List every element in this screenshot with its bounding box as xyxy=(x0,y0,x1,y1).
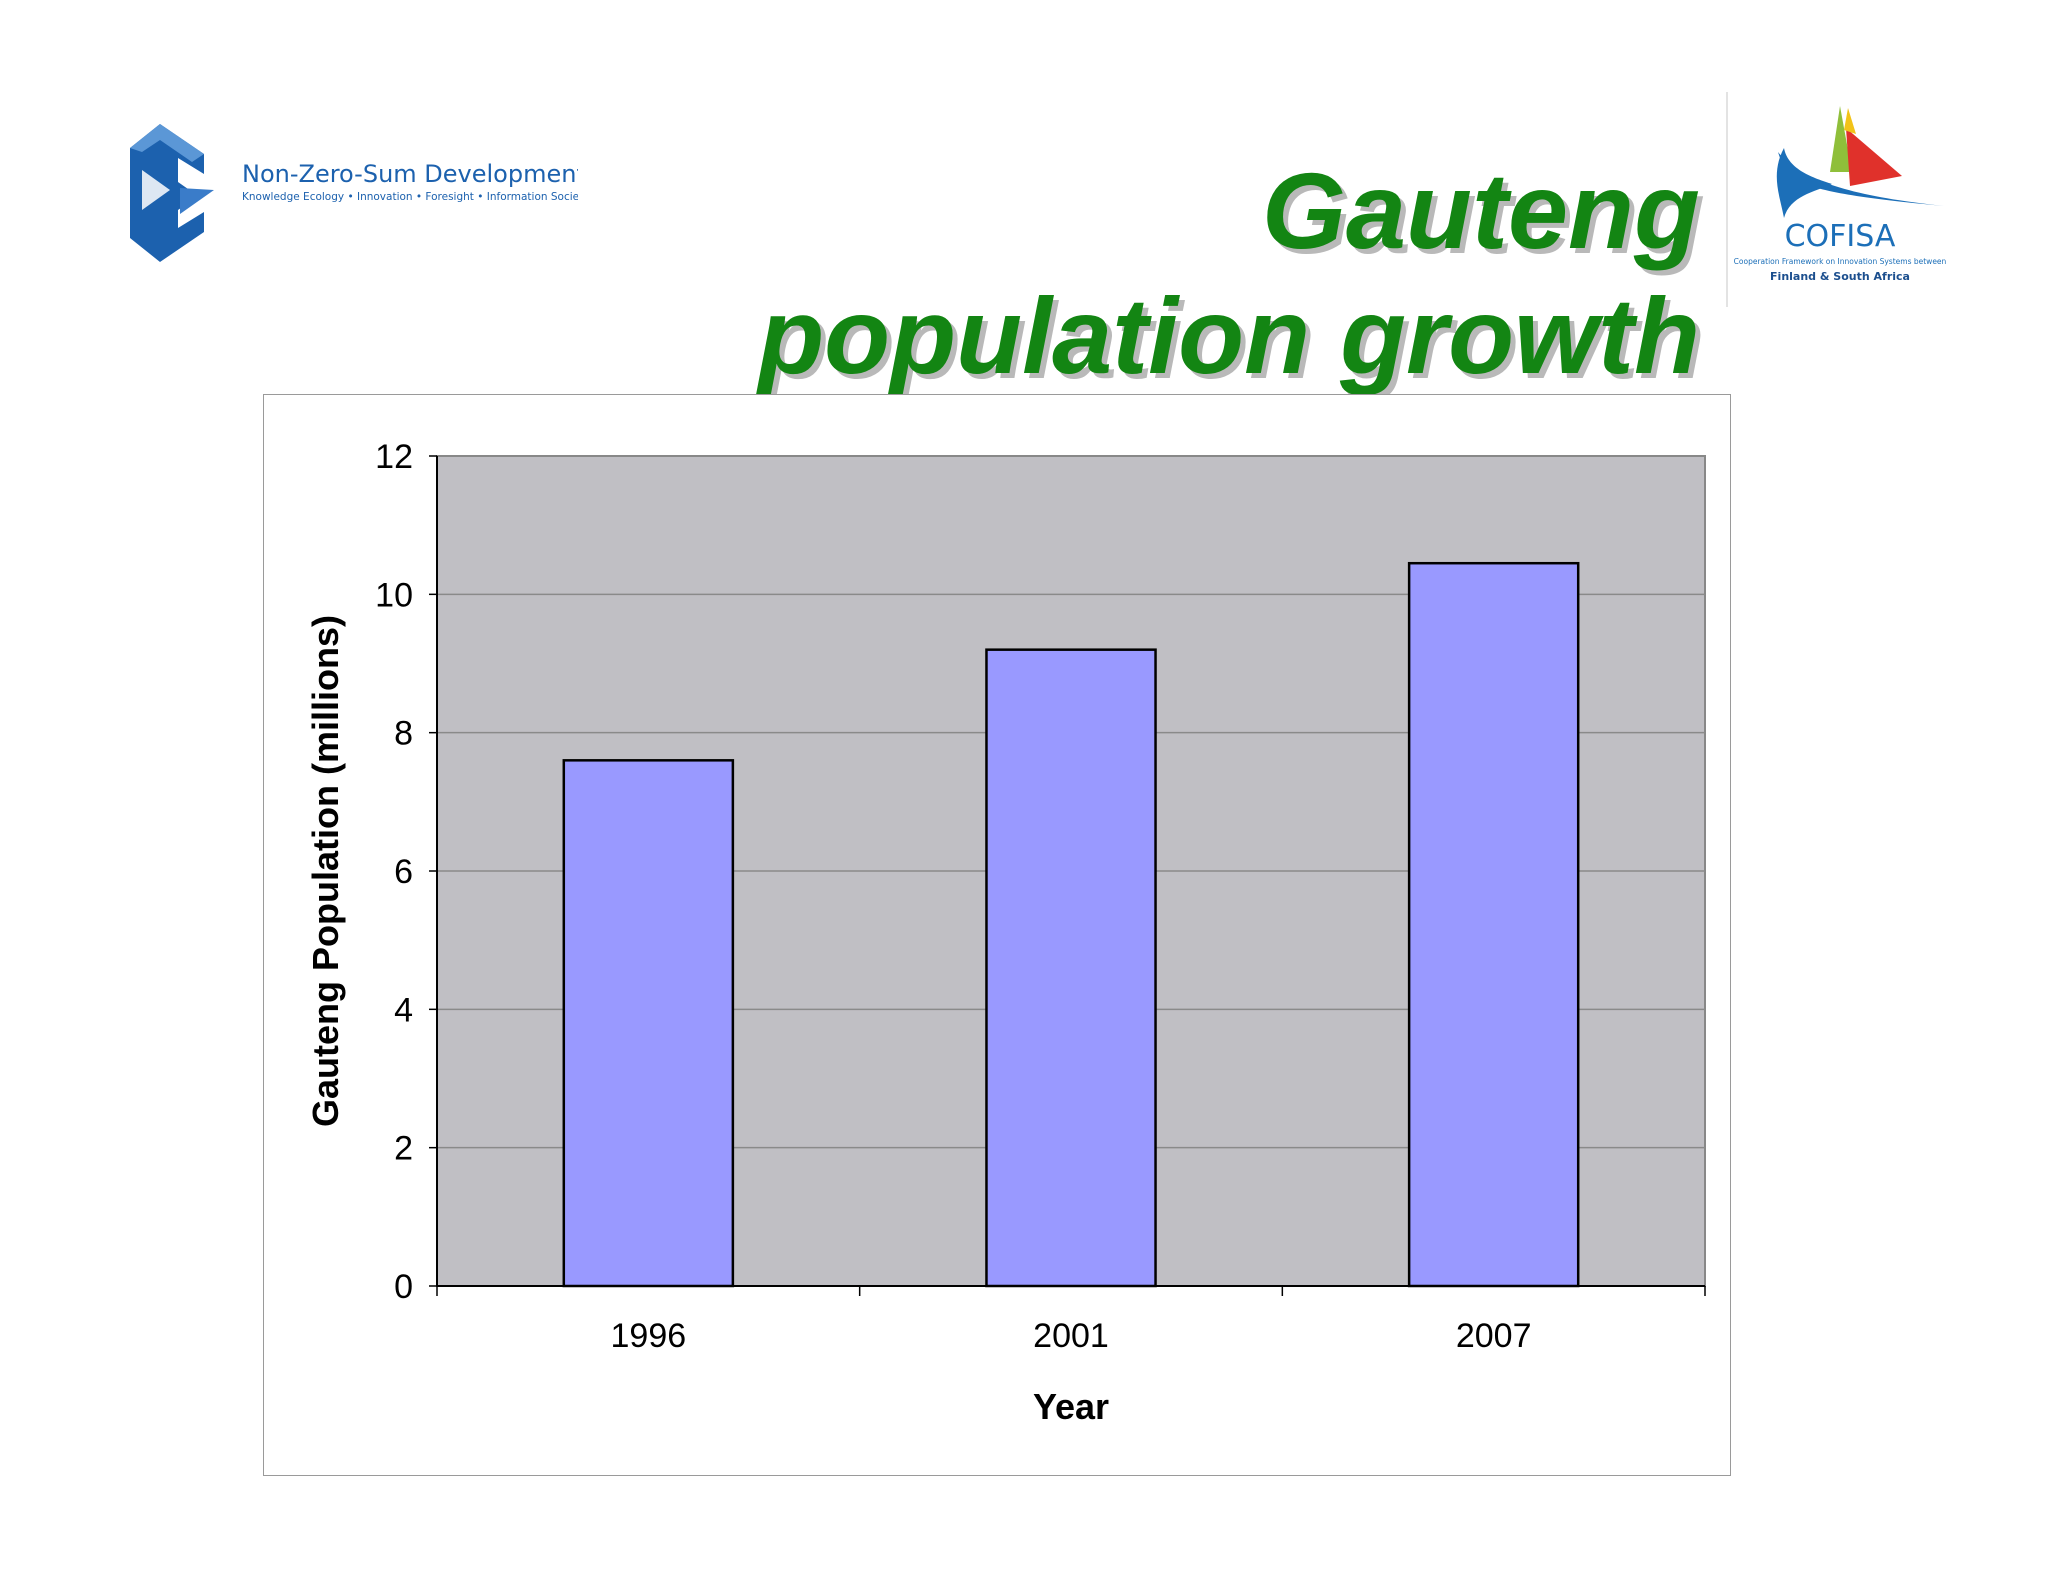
slide-title-line-2: population growth xyxy=(758,275,1700,396)
slide-title-line-1: Gauteng xyxy=(1261,150,1700,271)
x-tick-label: 1996 xyxy=(611,1317,687,1355)
x-tick-label: 2007 xyxy=(1456,1317,1532,1355)
y-tick-label: 12 xyxy=(375,438,413,476)
y-tick-label: 10 xyxy=(375,576,413,614)
y-axis-label: Gauteng Population (millions) xyxy=(305,615,346,1127)
cofisa-logo: COFISA Cooperation Framework on Innovati… xyxy=(1734,106,1947,283)
cofisa-name: COFISA xyxy=(1785,219,1896,254)
bars xyxy=(562,561,1580,1288)
bar-1996 xyxy=(562,759,735,1288)
nzsd-logo: Non-Zero-Sum Development Knowledge Ecolo… xyxy=(130,124,578,262)
y-tick-label: 6 xyxy=(394,853,413,891)
y-tick-label: 0 xyxy=(394,1268,413,1306)
axes xyxy=(429,455,1706,1296)
cofisa-tagline-1: Cooperation Framework on Innovation Syst… xyxy=(1734,257,1947,266)
bar-chart: 0 2 4 6 8 10 12 1996 2001 2007 Year Gauteng Popu… xyxy=(305,438,1706,1427)
nzsd-name: Non-Zero-Sum Development xyxy=(242,160,578,188)
cofisa-emblem-icon xyxy=(1776,106,1944,218)
y-tick-labels: 0 2 4 6 8 10 12 xyxy=(375,438,413,1306)
logo-divider xyxy=(1726,92,1728,307)
x-axis-label: Year xyxy=(1033,1386,1109,1427)
cofisa-tagline-2: Finland & South Africa xyxy=(1770,270,1910,283)
nzsd-emblem-icon xyxy=(130,124,214,262)
slide-title: Gauteng population growth xyxy=(758,148,1700,398)
bar-2001 xyxy=(985,648,1157,1288)
bar-2007 xyxy=(1407,561,1580,1288)
nzsd-tagline: Knowledge Ecology • Innovation • Foresig… xyxy=(242,191,578,203)
y-tick-label: 8 xyxy=(394,715,413,753)
y-tick-label: 4 xyxy=(394,991,413,1029)
x-tick-labels: 1996 2001 2007 xyxy=(611,1317,1532,1355)
x-tick-label: 2001 xyxy=(1033,1317,1109,1355)
y-tick-label: 2 xyxy=(394,1130,413,1168)
